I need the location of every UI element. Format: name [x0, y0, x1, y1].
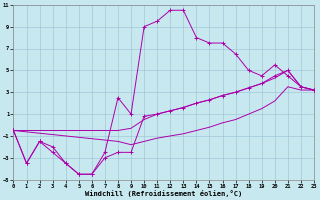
- X-axis label: Windchill (Refroidissement éolien,°C): Windchill (Refroidissement éolien,°C): [85, 190, 242, 197]
